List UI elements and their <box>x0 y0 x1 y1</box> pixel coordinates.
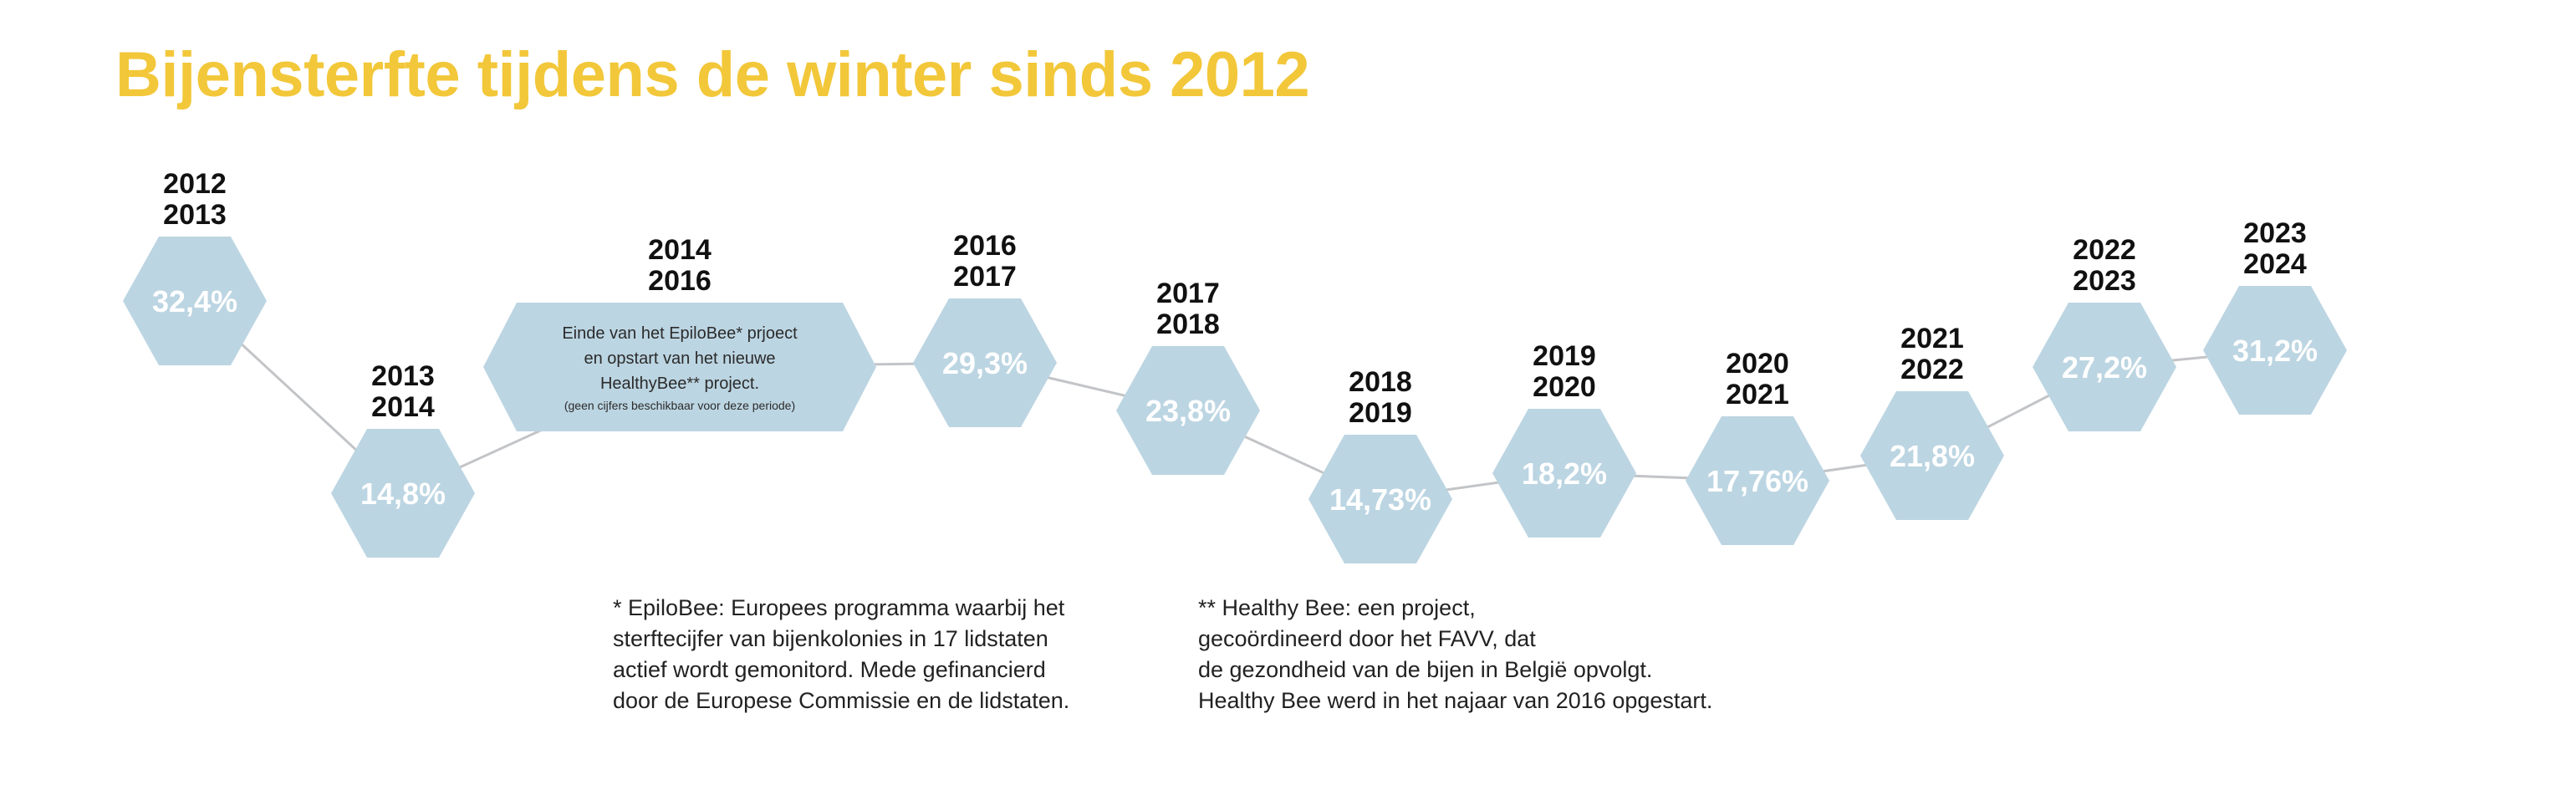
hexagon-value-marker <box>123 237 267 365</box>
data-value-label: 14,8% <box>360 477 446 511</box>
hexagon-value-marker <box>1492 409 1636 538</box>
period-year-label: 2020 <box>1533 371 1596 403</box>
footnote-healthybee-line: ** Healthy Bee: een project, <box>1198 595 1476 620</box>
period-year-label: 2021 <box>1726 379 1789 410</box>
data-value-label: 32,4% <box>152 284 237 319</box>
data-value-label: 31,2% <box>2232 334 2318 368</box>
data-value-label: 21,8% <box>1890 439 1975 473</box>
footnote-epilobee: * EpiloBee: Europees programma waarbij h… <box>613 593 1069 716</box>
hexagon-value-marker <box>2203 286 2347 415</box>
period-year-label: 2019 <box>1533 340 1596 372</box>
footnote-epilobee-line: actief wordt gemonitord. Mede gefinancie… <box>613 657 1046 682</box>
period-year-label: 2021 <box>1900 323 1964 354</box>
chart-marks: 2012201332,4%2013201414,8%20142016Einde … <box>123 168 2347 563</box>
period-year-label: 2023 <box>2243 217 2307 249</box>
data-value-label: 18,2% <box>1522 456 1607 491</box>
period-year-label: 2016 <box>953 230 1017 262</box>
period-year-label: 2013 <box>163 199 227 231</box>
period-year-label: 2019 <box>1349 397 1412 429</box>
hexagon-value-marker <box>2033 303 2176 431</box>
data-value-label: 17,76% <box>1706 464 1808 498</box>
period-year-label: 2018 <box>1349 366 1412 398</box>
hexagon-value-marker <box>331 429 475 558</box>
period-year-label: 2012 <box>163 168 227 200</box>
data-value-label: 29,3% <box>942 346 1028 380</box>
period-year-label: 2022 <box>1900 354 1964 385</box>
period-year-label: 2017 <box>1156 278 1220 309</box>
period-year-label: 2016 <box>648 265 712 297</box>
footnote-epilobee-line: * EpiloBee: Europees programma waarbij h… <box>613 595 1065 620</box>
hexagon-value-marker <box>1308 435 1452 563</box>
period-year-label: 2017 <box>953 261 1017 293</box>
period-year-label: 2023 <box>2073 265 2136 297</box>
period-year-label: 2013 <box>371 360 435 392</box>
hexagon-value-marker <box>913 298 1057 427</box>
period-year-label: 2014 <box>648 234 712 266</box>
footnote-healthybee: ** Healthy Bee: een project, gecoördinee… <box>1198 593 1712 716</box>
data-value-label: 27,2% <box>2062 350 2147 385</box>
period-year-label: 2022 <box>2073 234 2136 266</box>
hexagon-value-marker <box>1116 346 1260 475</box>
period-year-label: 2024 <box>2243 248 2307 280</box>
note-small-text: (geen cijfers beschikbaar voor deze peri… <box>564 399 795 412</box>
period-year-label: 2018 <box>1156 308 1220 340</box>
hexagon-value-marker <box>1860 391 2004 520</box>
note-text-line: en opstart van het nieuwe <box>584 349 775 368</box>
footnote-epilobee-line: door de Europese Commissie en de lidstat… <box>613 688 1070 713</box>
period-year-label: 2014 <box>371 391 435 423</box>
footnote-healthybee-line: de gezondheid van de bijen in België opv… <box>1198 657 1653 682</box>
data-value-label: 23,8% <box>1145 394 1231 428</box>
note-text-line: Einde van het EpiloBee* prjoect <box>562 324 798 343</box>
period-year-label: 2020 <box>1726 348 1789 380</box>
hexagon-value-marker <box>1686 416 1829 545</box>
data-value-label: 14,73% <box>1329 482 1431 517</box>
hexagon-note-marker <box>483 303 876 431</box>
footnote-epilobee-line: sterftecijfer van bijenkolonies in 17 li… <box>613 626 1048 651</box>
chart-title: Bijensterfte tijdens de winter sinds 201… <box>115 39 1310 110</box>
note-text-line: HealthyBee** project. <box>600 375 759 393</box>
footnote-healthybee-line: gecoördineerd door het FAVV, dat <box>1198 626 1536 651</box>
footnote-healthybee-line: Healthy Bee werd in het najaar van 2016 … <box>1198 688 1713 713</box>
